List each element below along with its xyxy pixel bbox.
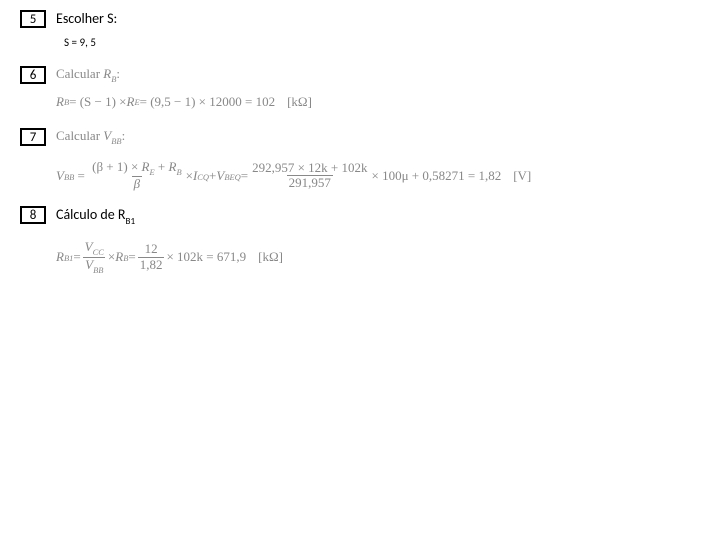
step-7-title: Calcular VBB: — [56, 128, 531, 146]
step-6-rhs1-sub: E — [134, 97, 139, 107]
step-5: 5 Escolher S: — [20, 10, 117, 33]
step-8-frac1-den-sub: BB — [93, 265, 103, 275]
step-7-frac1-num-b-var: R — [142, 159, 150, 174]
step-7-lhs-var: V — [56, 168, 64, 184]
step-7-rhs: × 100μ + 0,58271 = 1,82 — [372, 168, 502, 184]
step-7: 7 Calcular VBB: VBB = (β + 1) × RE + RB … — [20, 128, 531, 192]
step-5-body: Escolher S: — [56, 10, 117, 33]
step-7-frac1-num: (β + 1) × RE + RB — [90, 160, 184, 177]
step-6-lhs-var: R — [56, 94, 64, 110]
step-7-i-sub: CQ — [197, 172, 209, 182]
step-7-frac1-num-d-sub: B — [176, 167, 181, 177]
step-8-title-pre: Cálculo de R — [56, 206, 126, 223]
step-8-body: Cálculo de RB1 RB1 = VCC VBB × RB = 12 1… — [56, 206, 283, 275]
step-6-lhs-sub: B — [64, 97, 69, 107]
step-6-unit: [kΩ] — [287, 94, 312, 110]
step-8-frac2-den: 1,82 — [138, 257, 165, 272]
step-6-title-pre: Calcular — [56, 66, 103, 81]
step-6: 6 Calcular RB: RB = (S − 1) × RE = (9,5 … — [20, 66, 312, 110]
step-6-equation: RB = (S − 1) × RE = (9,5 − 1) × 12000 = … — [56, 94, 312, 110]
step-8: 8 Cálculo de RB1 RB1 = VCC VBB × RB = 12… — [20, 206, 283, 275]
step-7-mid2: + — [209, 168, 216, 184]
step-6-title-post: : — [116, 66, 120, 81]
step-8-number: 8 — [20, 206, 46, 224]
step-7-equation: VBB = (β + 1) × RE + RB β × ICQ + VBEQ =… — [56, 160, 531, 192]
step-6-title-sub: B — [111, 74, 116, 84]
step-8-eq1: = — [73, 249, 80, 265]
step-8-unit: [kΩ] — [258, 249, 283, 265]
step-8-frac2: 12 1,82 — [138, 242, 165, 272]
step-7-frac1: (β + 1) × RE + RB β — [90, 160, 184, 192]
step-8-eq2: = — [128, 249, 135, 265]
step-7-title-pre: Calcular — [56, 128, 103, 143]
step-7-lhs-sub: BB — [64, 172, 74, 182]
step-5-title: Escolher S: — [56, 10, 117, 27]
step-5-equation: S = 9, 5 — [64, 36, 96, 49]
step-7-title-post: : — [122, 128, 126, 143]
step-6-body: Calcular RB: RB = (S − 1) × RE = (9,5 − … — [56, 66, 312, 110]
step-7-frac2-den: 291,957 — [287, 175, 333, 190]
step-6-rhs1: = (S − 1) × — [69, 94, 126, 110]
step-8-frac1-num-sub: CC — [93, 247, 104, 257]
step-7-frac1-num-b-sub: E — [150, 167, 155, 177]
step-7-number: 7 — [20, 128, 46, 146]
step-7-mid3: = — [241, 168, 248, 184]
step-8-frac1-den-var: V — [85, 257, 93, 272]
step-8-lhs-sub: B1 — [64, 253, 73, 263]
step-6-title: Calcular RB: — [56, 66, 312, 84]
step-6-number: 6 — [20, 66, 46, 84]
step-7-title-sub: BB — [111, 136, 121, 146]
step-8-lhs-var: R — [56, 249, 64, 265]
step-8-frac1: VCC VBB — [83, 240, 106, 275]
step-7-body: Calcular VBB: VBB = (β + 1) × RE + RB β … — [56, 128, 531, 192]
step-6-rhs2: = (9,5 − 1) × 12000 = 102 — [140, 94, 275, 110]
step-7-eq1: = — [74, 168, 88, 184]
step-8-frac1-num-var: V — [85, 239, 93, 254]
step-8-title: Cálculo de RB1 — [56, 206, 283, 226]
step-8-r-sub: B — [123, 253, 128, 263]
step-7-v-var: V — [216, 168, 224, 184]
step-7-unit: [V] — [513, 168, 531, 184]
step-8-equation: RB1 = VCC VBB × RB = 12 1,82 × 102k = 67… — [56, 240, 283, 275]
step-7-frac2: 292,957 × 12k + 102k 291,957 — [250, 161, 369, 191]
step-8-rhs: × 102k = 671,9 — [166, 249, 246, 265]
step-7-v-sub: BEQ — [224, 172, 240, 182]
step-7-frac2-num: 292,957 × 12k + 102k — [250, 161, 369, 175]
step-8-title-sub: B1 — [126, 216, 136, 227]
step-7-mid1: × — [186, 168, 193, 184]
step-7-frac1-num-a: (β + 1) × — [92, 159, 141, 174]
step-8-r-var: R — [115, 249, 123, 265]
step-5-number: 5 — [20, 10, 46, 28]
step-7-frac1-den: β — [132, 176, 142, 191]
step-7-frac1-num-c: + — [155, 159, 169, 174]
step-8-frac2-num: 12 — [143, 242, 160, 256]
step-8-frac1-num: VCC — [83, 240, 106, 257]
step-8-frac1-den: VBB — [83, 257, 105, 275]
